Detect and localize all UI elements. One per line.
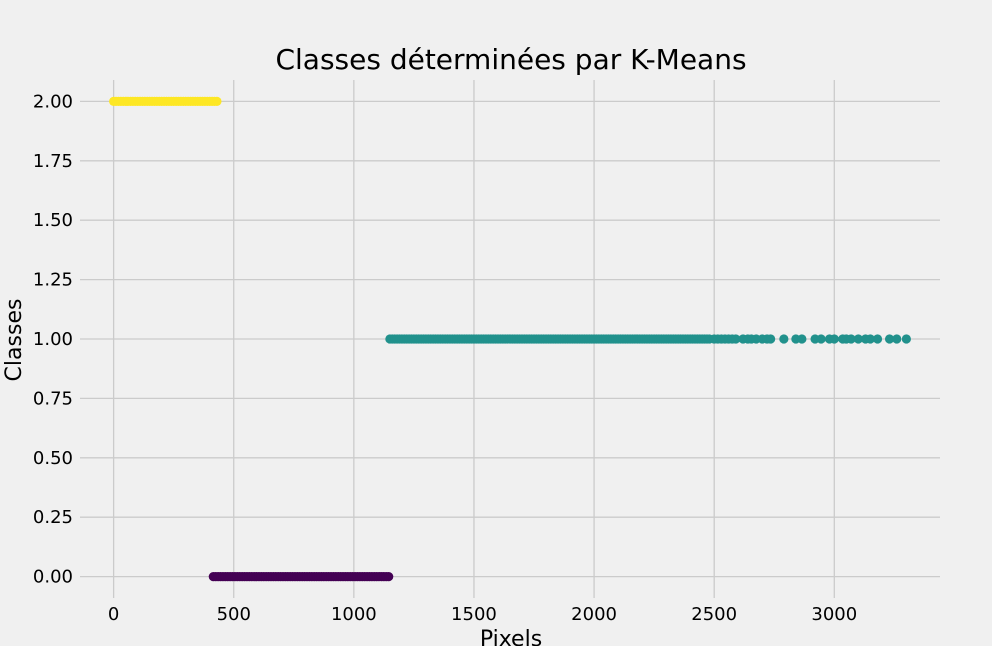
y-tick-label: 1.50 [33, 210, 73, 231]
y-tick-label: 1.00 [33, 329, 73, 350]
y-tick-label: 0.25 [33, 507, 73, 528]
x-tick-label: 3000 [811, 604, 857, 625]
y-tick-label: 0.75 [33, 388, 73, 409]
y-tick-label: 2.00 [33, 91, 73, 112]
data-point-class-1 [865, 334, 875, 344]
data-point-class-1 [853, 334, 863, 344]
x-tick-label: 2500 [691, 604, 737, 625]
data-point-class-1 [846, 334, 856, 344]
data-point-class-0 [384, 572, 394, 582]
data-point-class-1 [884, 334, 895, 344]
data-point-class-2 [212, 96, 222, 106]
data-point-class-1 [766, 334, 776, 344]
y-tick-label: 0.00 [33, 567, 73, 588]
x-tick-label: 2000 [571, 604, 617, 625]
x-tick-label: 1500 [451, 604, 497, 625]
data-point-class-1 [872, 334, 883, 344]
y-tick-label: 1.75 [33, 151, 73, 172]
y-tick-label: 1.25 [33, 270, 73, 291]
x-tick-label: 1000 [331, 604, 377, 625]
data-point-class-1 [901, 334, 911, 344]
y-tick-label: 0.50 [33, 448, 73, 469]
data-point-class-1 [797, 334, 807, 344]
data-point-class-1 [779, 334, 789, 344]
data-point-class-1 [892, 334, 902, 344]
data-point-class-1 [731, 334, 741, 344]
x-tick-label: 500 [217, 604, 251, 625]
data-point-class-1 [816, 334, 826, 344]
tick-labels: 0 500 1000 1500 2000 2500 3000 0.00 0.25 0.50 0.75… [33, 91, 857, 625]
y-axis-label: Classes [2, 299, 27, 382]
data-point-class-1 [829, 334, 839, 344]
chart-title: Classes déterminées par K-Means [275, 43, 746, 76]
x-axis-label: Pixels [480, 627, 542, 646]
data-points [109, 96, 911, 582]
x-tick-label: 0 [108, 604, 119, 625]
